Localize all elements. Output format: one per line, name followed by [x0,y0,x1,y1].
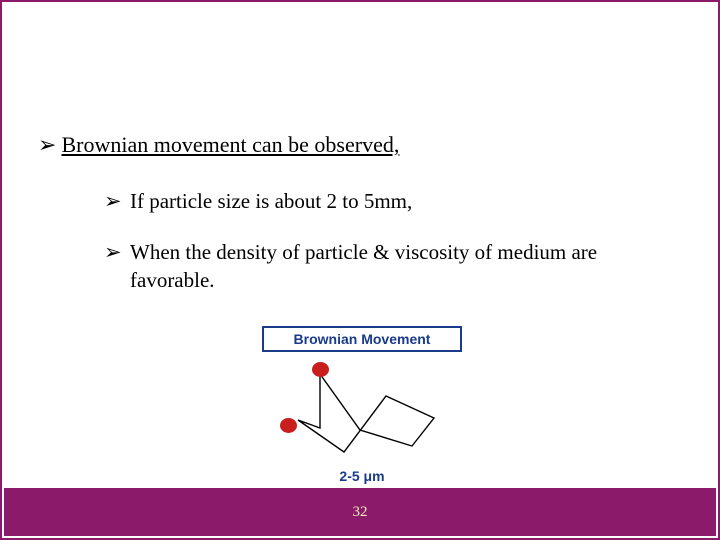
bullet-main: ➢ Brownian movement can be observed, [38,132,682,158]
arrow-icon: ➢ [104,188,122,215]
bullet-sub-2-text: When the density of particle & viscosity… [130,240,597,291]
diagram-caption: 2-5 μm [254,468,470,484]
content-area: ➢ Brownian movement can be observed, ➢ I… [38,132,682,318]
diagram-title: Brownian Movement [262,326,462,352]
brownian-diagram: Brownian Movement 2-5 μm [254,326,470,484]
slide-frame: ➢ Brownian movement can be observed, ➢ I… [0,0,720,540]
page-number: 32 [353,504,368,521]
bullet-main-text: Brownian movement can be observed, [62,132,400,157]
arrow-icon: ➢ [104,239,122,266]
bullet-sub-1-text: If particle size is about 2 to 5mm, [130,189,412,213]
path-svg [254,356,470,466]
particle-dot [280,418,297,433]
arrow-icon: ➢ [38,132,56,158]
bullet-sub-2: ➢ When the density of particle & viscosi… [104,239,682,294]
footer-bar: 32 [4,488,716,536]
diagram-canvas [254,356,470,466]
particle-dot [312,362,329,377]
bullet-sub-1: ➢ If particle size is about 2 to 5mm, [104,188,682,215]
